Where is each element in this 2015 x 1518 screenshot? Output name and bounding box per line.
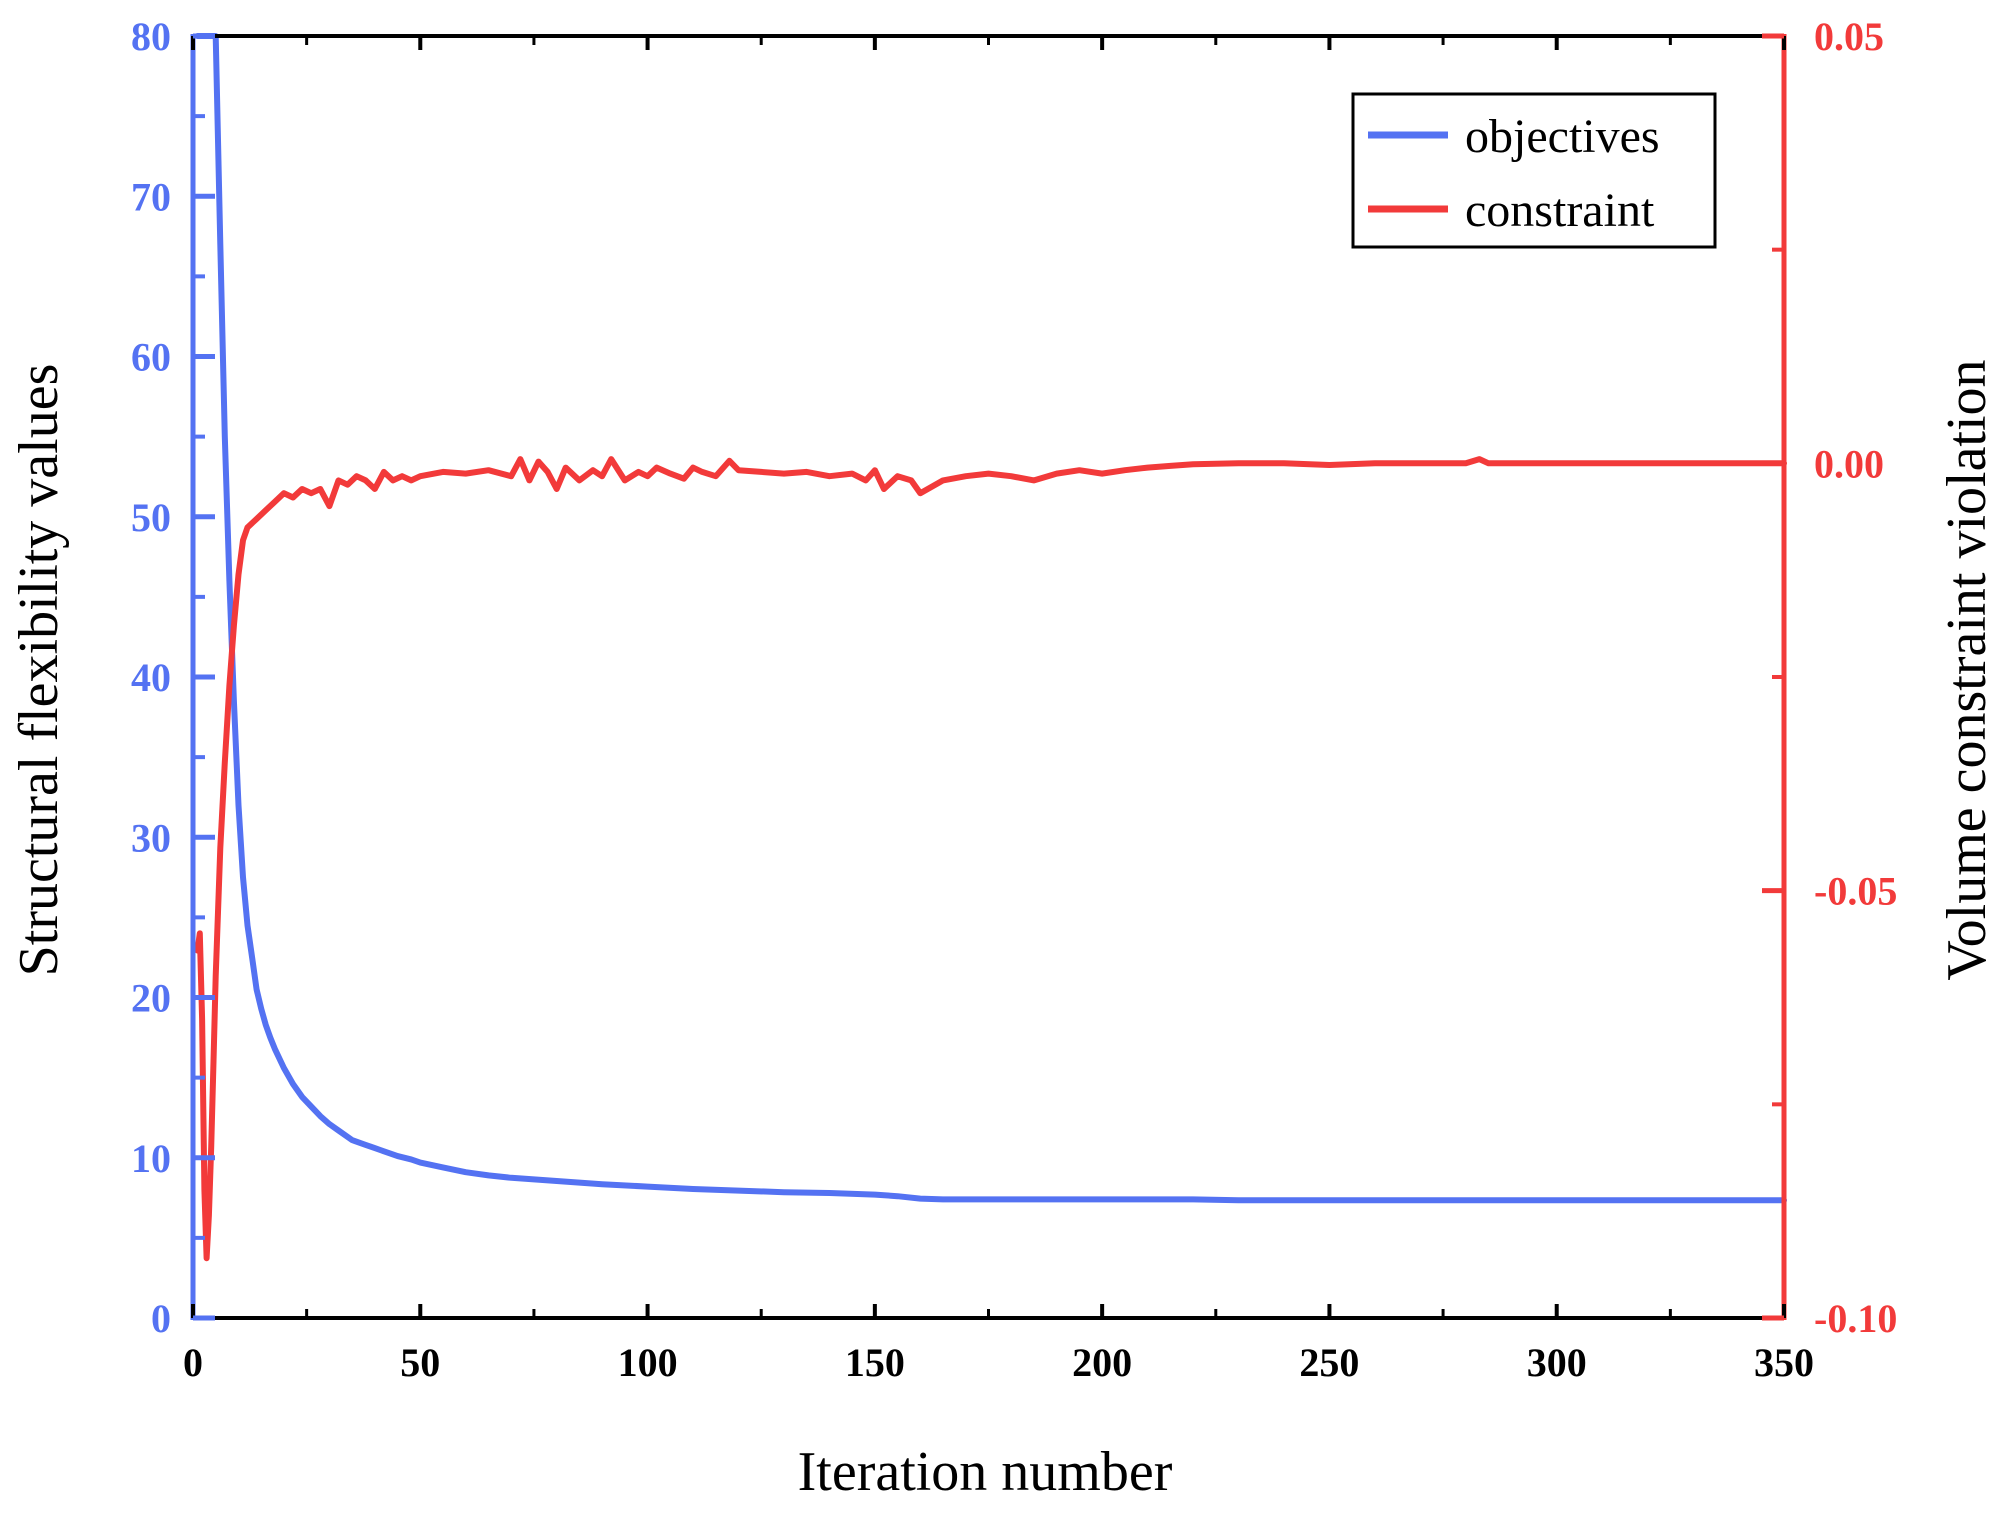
series-line-constraint xyxy=(194,456,1787,1262)
y-left-tick-label: 50 xyxy=(131,495,171,540)
y-right-tick-label: -0.10 xyxy=(1814,1296,1897,1341)
y-left-tick-label: 0 xyxy=(151,1296,171,1341)
x-tick-label: 0 xyxy=(183,1340,203,1385)
y-left-tick-label: 70 xyxy=(131,174,171,219)
right-tick-labels: -0.10 -0.05 0.00 0.05 xyxy=(1814,14,1897,1341)
y-left-axis-title: Structural flexibility values xyxy=(8,364,70,977)
x-tick-label: 350 xyxy=(1754,1340,1814,1385)
x-tick-label: 50 xyxy=(400,1340,440,1385)
x-tick-label: 200 xyxy=(1072,1340,1132,1385)
x-tick-label: 250 xyxy=(1299,1340,1359,1385)
y-right-axis-title: Volume constraint violation xyxy=(1936,359,1998,980)
y-right-tick-label: 0.05 xyxy=(1814,14,1884,59)
x-axis-title: Iteration number xyxy=(798,1441,1173,1503)
legend-label-objectives: objectives xyxy=(1465,110,1660,163)
axes-layer xyxy=(190,33,1787,1321)
y-left-tick-label: 30 xyxy=(131,815,171,860)
legend: objectives constraint xyxy=(1351,92,1717,249)
x-tick-label: 300 xyxy=(1527,1340,1587,1385)
y-left-tick-label: 80 xyxy=(131,14,171,59)
x-tick-label: 150 xyxy=(845,1340,905,1385)
y-right-tick-label: 0.00 xyxy=(1814,441,1884,486)
y-left-tick-label: 60 xyxy=(131,335,171,380)
series-line-objectives xyxy=(194,33,1787,1204)
bottom-tick-labels: 0 50 100 150 200 250 300 350 xyxy=(183,1340,1814,1385)
legend-box xyxy=(1351,92,1717,249)
left-tick-labels: 0 10 20 30 40 50 60 70 80 xyxy=(131,14,171,1341)
y-left-tick-label: 20 xyxy=(131,976,171,1021)
y-left-tick-label: 10 xyxy=(131,1136,171,1181)
y-left-tick-label: 40 xyxy=(131,655,171,700)
series-layer xyxy=(194,33,1787,1262)
legend-label-constraint: constraint xyxy=(1465,184,1655,237)
x-tick-label: 100 xyxy=(618,1340,678,1385)
y-right-tick-label: -0.05 xyxy=(1814,869,1897,914)
